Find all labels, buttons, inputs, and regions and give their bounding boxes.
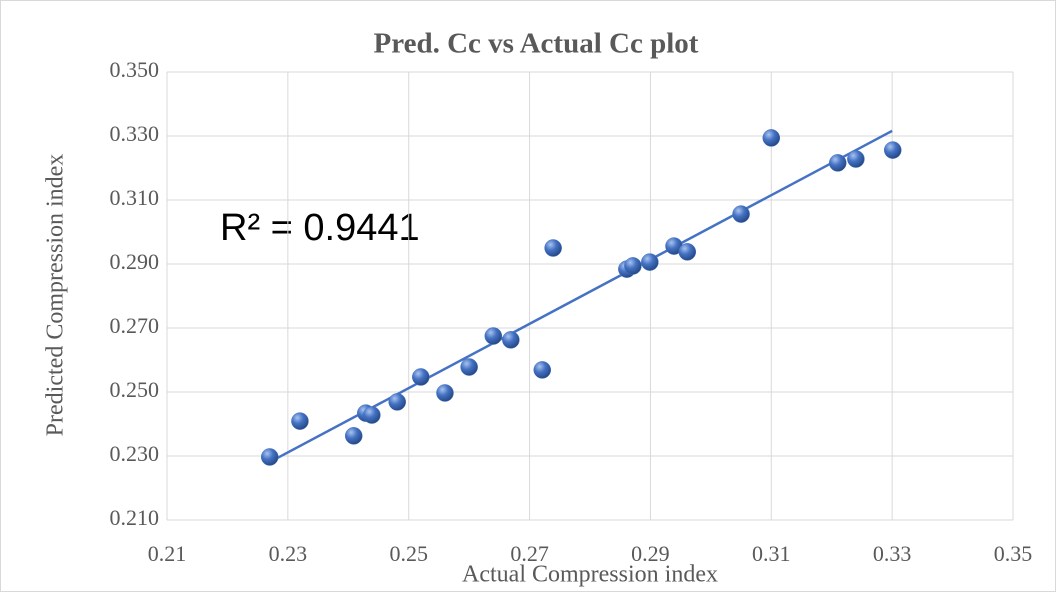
data-point (344, 427, 363, 445)
data-point (484, 327, 503, 345)
data-point (436, 384, 454, 402)
y-tick-label: 0.270 (110, 313, 160, 338)
data-point (829, 154, 847, 172)
data-point (732, 205, 750, 223)
data-point (412, 368, 430, 386)
y-tick-label: 0.350 (110, 57, 160, 82)
chart-title: Pred. Cc vs Actual Cc plot (374, 28, 699, 60)
x-tick-label: 0.35 (994, 541, 1033, 566)
data-point (533, 361, 552, 379)
x-tick-label: 0.29 (631, 541, 670, 566)
y-tick-label: 0.250 (110, 377, 160, 402)
data-point (460, 358, 478, 376)
data-point (291, 412, 309, 430)
y-tick-label: 0.290 (110, 249, 160, 274)
y-tick-label: 0.310 (110, 185, 160, 210)
y-axis-label: Predicted Compression index (43, 154, 69, 437)
x-tick-label: 0.25 (389, 541, 428, 566)
x-axis-label: Actual Compression index (462, 562, 718, 588)
y-tick-label: 0.230 (110, 441, 160, 466)
x-tick-label: 0.23 (269, 541, 308, 566)
data-point (678, 243, 697, 261)
data-point (762, 129, 781, 147)
x-tick-label: 0.31 (752, 541, 791, 566)
y-tick-label: 0.210 (110, 505, 160, 530)
data-point (260, 448, 279, 466)
data-point (624, 257, 642, 275)
x-tick-label: 0.27 (510, 541, 549, 566)
x-tick-label: 0.21 (148, 541, 187, 566)
data-point (544, 239, 562, 257)
data-point (847, 150, 865, 168)
r-squared-annotation: R² = 0.9441 (220, 207, 420, 249)
data-point (641, 253, 659, 271)
data-point (363, 406, 381, 424)
x-tick-label: 0.33 (873, 541, 912, 566)
data-point (883, 141, 902, 159)
y-tick-label: 0.330 (110, 121, 160, 146)
data-point (502, 331, 520, 349)
data-point (388, 393, 406, 411)
